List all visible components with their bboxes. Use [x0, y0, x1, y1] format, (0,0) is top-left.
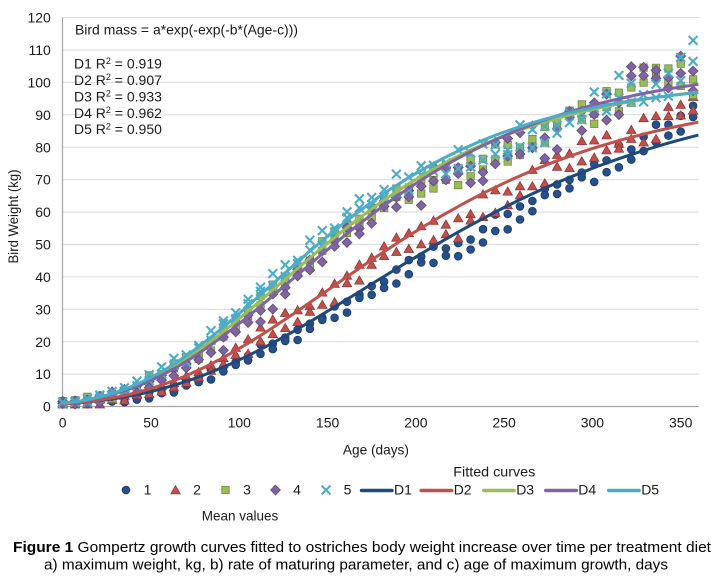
- svg-text:300: 300: [581, 414, 605, 430]
- svg-text:Age (days): Age (days): [343, 442, 409, 458]
- svg-text:D3 R2 = 0.933: D3 R2 = 0.933: [74, 88, 162, 104]
- svg-text:4: 4: [293, 481, 301, 497]
- svg-text:D5 R2 = 0.950: D5 R2 = 0.950: [74, 121, 162, 137]
- svg-text:150: 150: [316, 414, 340, 430]
- svg-text:250: 250: [492, 414, 516, 430]
- svg-text:120: 120: [27, 10, 51, 26]
- svg-text:0: 0: [43, 399, 51, 415]
- svg-text:40: 40: [35, 269, 51, 285]
- svg-text:50: 50: [35, 237, 51, 253]
- svg-text:D5: D5: [641, 482, 659, 498]
- svg-text:200: 200: [404, 414, 428, 430]
- svg-text:70: 70: [35, 172, 51, 188]
- svg-text:20: 20: [35, 334, 51, 350]
- svg-text:90: 90: [35, 107, 51, 123]
- svg-text:a) maximum weight, kg, b) rate: a) maximum weight, kg, b) rate of maturi…: [44, 556, 668, 573]
- svg-text:0: 0: [59, 414, 67, 430]
- svg-text:D4: D4: [578, 482, 596, 498]
- svg-text:5: 5: [344, 481, 352, 497]
- svg-text:Mean values: Mean values: [202, 509, 279, 524]
- svg-text:D4 R2 = 0.962: D4 R2 = 0.962: [74, 105, 162, 121]
- svg-text:D3: D3: [516, 482, 534, 498]
- svg-text:100: 100: [228, 414, 252, 430]
- svg-text:350: 350: [669, 414, 693, 430]
- svg-text:50: 50: [143, 414, 159, 430]
- svg-text:Bird Weight (kg): Bird Weight (kg): [6, 170, 21, 264]
- svg-text:100: 100: [27, 75, 51, 91]
- svg-text:60: 60: [35, 204, 51, 220]
- svg-text:1: 1: [144, 481, 152, 497]
- svg-text:D1: D1: [394, 482, 412, 498]
- svg-text:110: 110: [28, 42, 51, 58]
- svg-text:Figure 1 Gompertz growth curve: Figure 1 Gompertz growth curves fitted t…: [13, 539, 712, 556]
- svg-text:80: 80: [35, 139, 51, 155]
- svg-text:10: 10: [35, 366, 51, 382]
- svg-text:2: 2: [193, 481, 201, 497]
- svg-text:30: 30: [35, 301, 51, 317]
- svg-text:D2: D2: [454, 482, 472, 498]
- svg-text:D2 R2 = 0.907: D2 R2 = 0.907: [74, 72, 162, 88]
- svg-text:Bird mass = a*exp(-exp(-b*(Age: Bird mass = a*exp(-exp(-b*(Age-c))): [75, 22, 298, 38]
- svg-text:Fitted curves: Fitted curves: [453, 464, 535, 480]
- svg-text:D1 R2 = 0.919: D1 R2 = 0.919: [74, 56, 162, 72]
- svg-text:3: 3: [243, 481, 251, 497]
